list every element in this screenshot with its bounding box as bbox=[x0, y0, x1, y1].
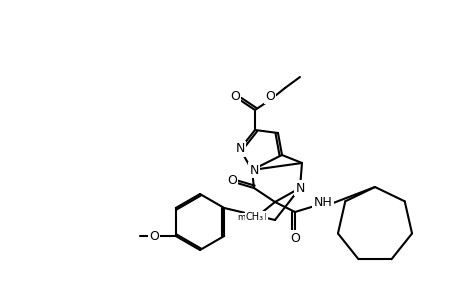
Text: N: N bbox=[235, 142, 244, 155]
Text: O: O bbox=[227, 175, 236, 188]
Text: CH₃: CH₃ bbox=[246, 212, 263, 222]
Text: NH: NH bbox=[313, 196, 332, 209]
Text: O: O bbox=[149, 230, 158, 242]
Text: methyl: methyl bbox=[237, 214, 266, 223]
Text: O: O bbox=[264, 89, 274, 103]
Text: N: N bbox=[295, 182, 304, 194]
Text: O: O bbox=[230, 91, 240, 103]
Text: N: N bbox=[249, 164, 258, 176]
Text: O: O bbox=[290, 232, 299, 244]
